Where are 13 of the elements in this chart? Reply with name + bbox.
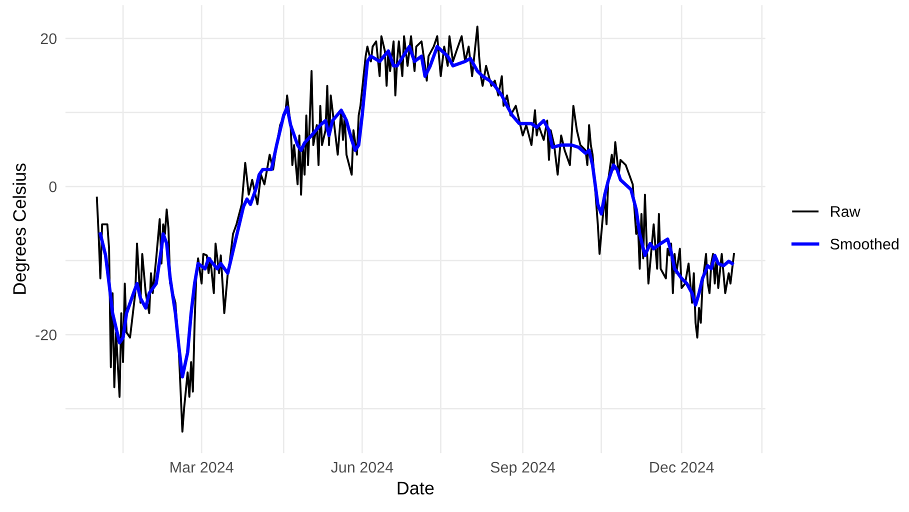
y-tick-label: 0 (49, 181, 57, 192)
line-series (96, 26, 735, 433)
x-tick-label: Mar 2024 (170, 462, 234, 473)
y-tick-label: 20 (40, 33, 57, 44)
x-tick-label: Jun 2024 (330, 462, 394, 473)
x-axis-title: Date (398, 482, 434, 495)
line-series (98, 44, 734, 379)
legend-label: Raw (831, 206, 860, 217)
legend-label: Smoothed (830, 238, 898, 250)
y-tick-label: -20 (36, 330, 57, 340)
x-tick-label: Sep 2024 (490, 462, 556, 476)
y-axis-title: Degrees Celsius (12, 164, 30, 294)
x-tick-label: Dec 2024 (650, 462, 714, 473)
